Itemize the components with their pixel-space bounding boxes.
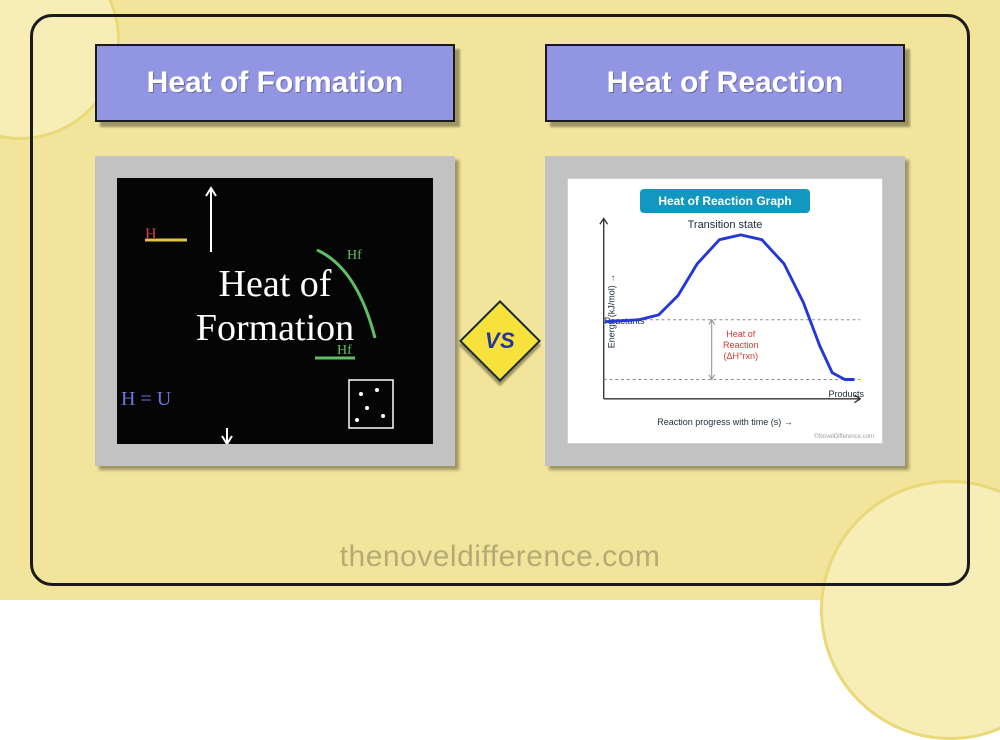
right-column: Heat of Reaction Heat of Reaction Graph …: [520, 44, 930, 466]
vs-badge: VS: [461, 302, 539, 380]
chalk-scribble: H: [145, 226, 157, 244]
chalkboard-title: Heat ofFormation: [117, 263, 433, 350]
vs-text: VS: [485, 328, 515, 354]
left-title-box: Heat of Formation: [95, 44, 455, 122]
graph-source-watermark: ©NovelDifference.com: [814, 434, 874, 440]
left-title: Heat of Formation: [147, 66, 404, 100]
chalk-scribble: Hf: [347, 248, 362, 264]
right-panel: Heat of Reaction Graph Transition state …: [545, 156, 905, 466]
columns: Heat of Formation: [70, 44, 930, 466]
chalk-scribble: H = U: [121, 388, 171, 411]
site-watermark: thenoveldifference.com: [0, 540, 1000, 574]
graph-card: Heat of Reaction Graph Transition state …: [567, 178, 883, 444]
right-title: Heat of Reaction: [607, 66, 844, 100]
chalkboard: HHfHfH = U Heat ofFormation: [117, 178, 433, 444]
right-title-box: Heat of Reaction: [545, 44, 905, 122]
left-column: Heat of Formation: [70, 44, 480, 466]
left-panel: HHfHfH = U Heat ofFormation: [95, 156, 455, 466]
energy-curve-svg: [596, 207, 866, 417]
x-axis-label: Reaction progress with time (s) →: [568, 417, 882, 427]
